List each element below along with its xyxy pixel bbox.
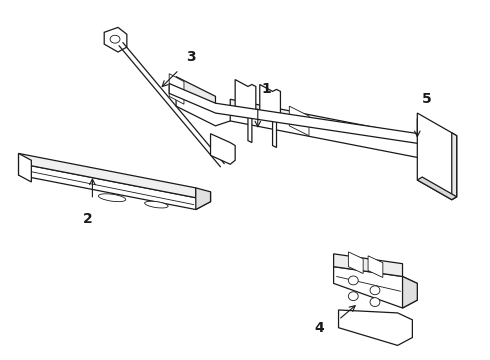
Ellipse shape — [348, 276, 358, 285]
Polygon shape — [235, 80, 256, 143]
Polygon shape — [432, 136, 452, 160]
Ellipse shape — [348, 292, 358, 301]
Polygon shape — [216, 106, 452, 160]
Polygon shape — [211, 134, 235, 164]
Polygon shape — [402, 276, 417, 308]
Polygon shape — [176, 77, 216, 111]
Polygon shape — [339, 310, 413, 345]
Polygon shape — [230, 99, 432, 145]
Polygon shape — [368, 256, 383, 278]
Polygon shape — [169, 84, 432, 145]
Ellipse shape — [370, 286, 380, 295]
Polygon shape — [289, 106, 309, 136]
Polygon shape — [260, 85, 280, 148]
Polygon shape — [417, 177, 457, 200]
Polygon shape — [19, 163, 211, 210]
Polygon shape — [417, 113, 457, 200]
Text: 1: 1 — [262, 82, 271, 96]
Ellipse shape — [370, 298, 380, 306]
Polygon shape — [169, 74, 184, 104]
Ellipse shape — [145, 201, 168, 208]
Polygon shape — [452, 133, 457, 200]
Polygon shape — [334, 254, 402, 276]
Polygon shape — [19, 153, 31, 182]
Text: 2: 2 — [83, 212, 92, 225]
Ellipse shape — [110, 35, 120, 43]
Polygon shape — [176, 91, 230, 126]
Polygon shape — [334, 267, 417, 308]
Text: 3: 3 — [186, 50, 196, 64]
Ellipse shape — [98, 194, 126, 202]
Polygon shape — [348, 252, 363, 274]
Text: 4: 4 — [314, 321, 324, 335]
Polygon shape — [196, 188, 211, 210]
Text: 5: 5 — [422, 92, 432, 106]
Polygon shape — [104, 27, 127, 52]
Polygon shape — [19, 153, 196, 198]
